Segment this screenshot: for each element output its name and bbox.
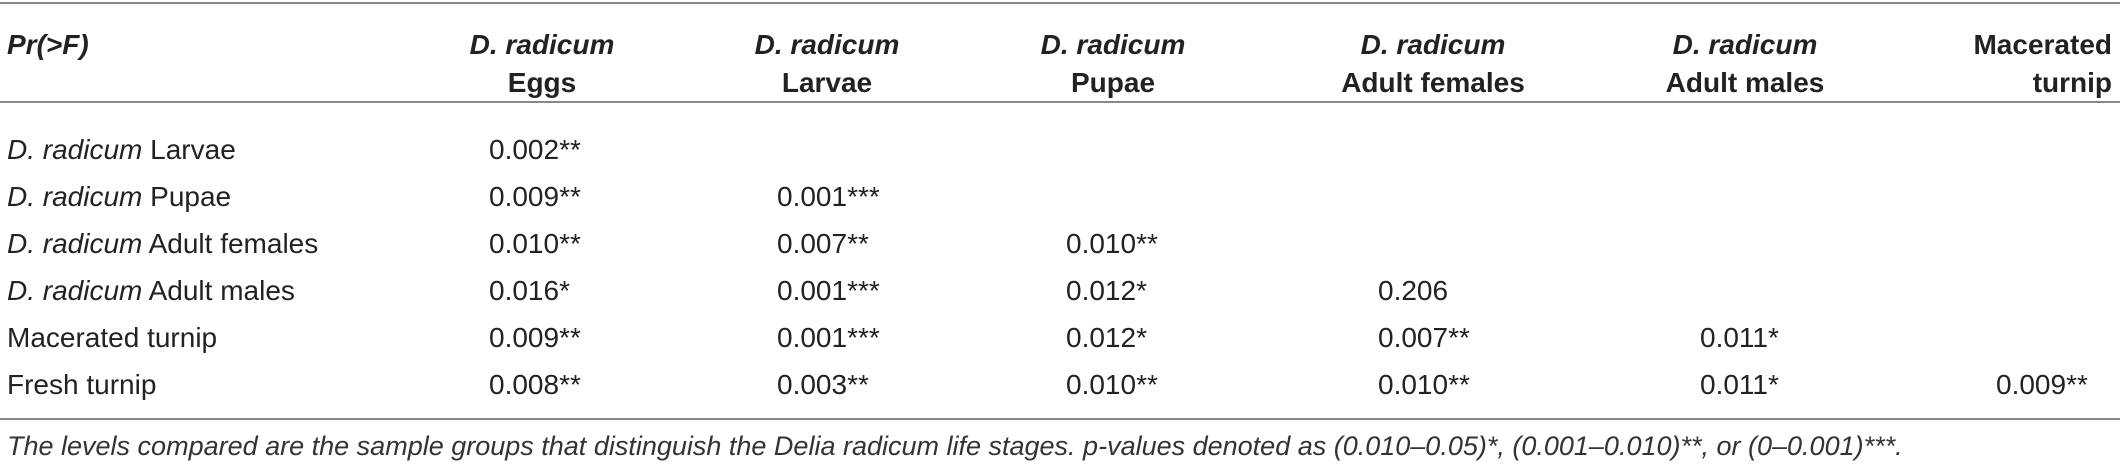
row-species: D. radicum	[7, 181, 143, 212]
row-stage: Adult males	[142, 275, 295, 306]
table-row: D. radicum Adult females 0.010** 0.007**…	[0, 220, 2120, 267]
table-cell: 0.011*	[1700, 322, 1779, 353]
table-cell: 0.001***	[777, 322, 880, 353]
table-row: D. radicum Pupae 0.009** 0.001***	[0, 173, 2120, 220]
col-header-species: Macerated	[1973, 29, 2112, 60]
table-cell: 0.007**	[1378, 322, 1470, 353]
row-label: D. radicum Adult males	[7, 267, 295, 314]
table-cell: 0.010**	[489, 228, 581, 259]
col-header-pupae: D. radicum Pupae	[983, 26, 1243, 102]
corner-header: Pr(>F)	[7, 29, 89, 60]
table-cell: 0.012*	[1066, 322, 1147, 353]
col-header-species: D. radicum	[1672, 29, 1818, 60]
row-label: Fresh turnip	[7, 361, 156, 408]
table-cell: 0.002**	[489, 134, 581, 165]
col-header-species: D. radicum	[1040, 29, 1186, 60]
row-stage: Macerated turnip	[7, 322, 218, 353]
row-species: D. radicum	[7, 134, 143, 165]
table-header-rule	[0, 101, 2120, 103]
row-label: D. radicum Adult females	[7, 220, 318, 267]
row-stage: Adult females	[142, 228, 319, 259]
col-header-label: Adult males	[1665, 67, 1825, 98]
table-cell: 0.008**	[489, 369, 581, 400]
row-stage: Pupae	[142, 181, 232, 212]
table-cell: 0.009**	[1996, 369, 2088, 400]
table-bottom-rule	[0, 418, 2120, 420]
row-species: D. radicum	[7, 275, 143, 306]
col-header-label: turnip	[2032, 67, 2112, 98]
row-label: D. radicum Pupae	[7, 173, 231, 220]
col-header-adult-males: D. radicum Adult males	[1615, 26, 1875, 102]
col-header-species: D. radicum	[469, 29, 615, 60]
row-stage: Fresh turnip	[7, 369, 157, 400]
row-stage: Larvae	[142, 134, 236, 165]
table-row: Fresh turnip 0.008** 0.003** 0.010** 0.0…	[0, 361, 2120, 408]
table-footnote: The levels compared are the sample group…	[7, 431, 1903, 461]
table-cell: 0.010**	[1066, 369, 1158, 400]
row-label: D. radicum Larvae	[7, 126, 236, 173]
col-header-label: Larvae	[781, 67, 873, 98]
table-row: D. radicum Adult males 0.016* 0.001*** 0…	[0, 267, 2120, 314]
table-cell: 0.010**	[1066, 228, 1158, 259]
col-header-macerated-turnip: Macerated turnip	[1900, 26, 2112, 102]
table-row: D. radicum Larvae 0.002**	[0, 126, 2120, 173]
col-header-species: D. radicum	[1360, 29, 1506, 60]
col-header-larvae: D. radicum Larvae	[697, 26, 957, 102]
table-cell: 0.011*	[1700, 369, 1779, 400]
table-cell: 0.001***	[777, 275, 880, 306]
table-row: Macerated turnip 0.009** 0.001*** 0.012*…	[0, 314, 2120, 361]
col-header-eggs: D. radicum Eggs	[412, 26, 672, 102]
table-cell: 0.009**	[489, 181, 581, 212]
table-cell: 0.001***	[777, 181, 880, 212]
table-top-rule	[0, 2, 2120, 4]
table-cell: 0.010**	[1378, 369, 1470, 400]
col-header-adult-females: D. radicum Adult females	[1293, 26, 1573, 102]
col-header-species: D. radicum	[754, 29, 900, 60]
table-cell: 0.003**	[777, 369, 869, 400]
table-cell: 0.012*	[1066, 275, 1147, 306]
col-header-label: Eggs	[507, 67, 577, 98]
table-cell: 0.009**	[489, 322, 581, 353]
row-species: D. radicum	[7, 228, 143, 259]
table-cell: 0.206	[1378, 275, 1449, 306]
table-cell: 0.007**	[777, 228, 869, 259]
col-header-label: Adult females	[1341, 67, 1525, 98]
row-label: Macerated turnip	[7, 314, 217, 361]
table-cell: 0.016*	[489, 275, 570, 306]
col-header-label: Pupae	[1070, 67, 1156, 98]
